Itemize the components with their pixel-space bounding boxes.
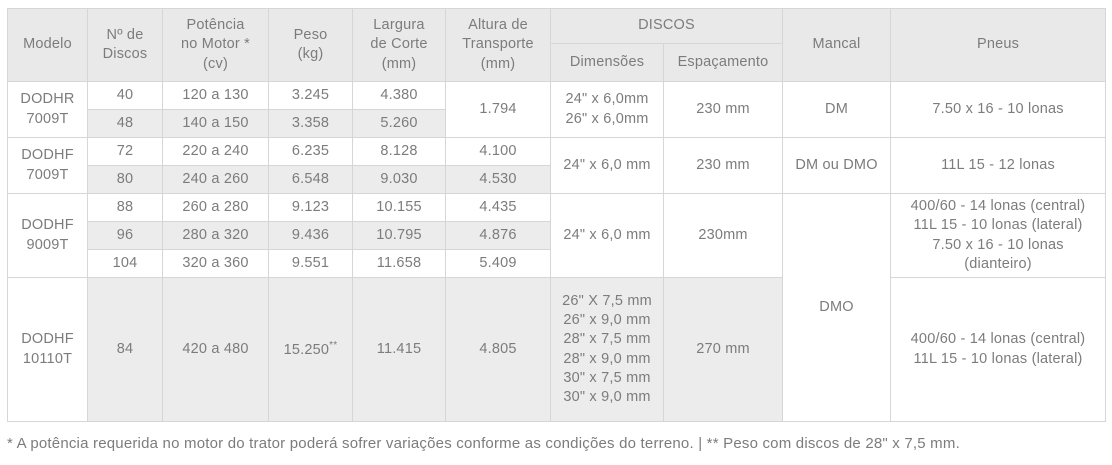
cell-altura: 4.876: [445, 221, 551, 250]
table-row: DODHF 10110T 84 420 a 480 15.250** 11.41…: [7, 277, 1107, 422]
cell-modelo: DODHF 7009T: [7, 137, 88, 194]
cell-pneus: 11L 15 - 12 lonas: [890, 137, 1107, 194]
cell-largura: 9.030: [352, 165, 446, 194]
cell-largura: 10.155: [352, 193, 446, 222]
cell-espacamento: 230mm: [662, 193, 784, 278]
header-potencia: Potência no Motor * (cv): [162, 8, 269, 82]
table-row: DODHF 9009T 88 260 a 280 9.123 10.155 4.…: [7, 193, 1107, 422]
cell-espacamento: 230 mm: [662, 81, 784, 138]
cell-peso: 3.358: [268, 109, 353, 138]
cell-dimensoes: 26" X 7,5 mm 26" x 9,0 mm 28" x 7,5 mm 2…: [550, 277, 664, 422]
cell-peso: 9.551: [268, 249, 353, 278]
cell-largura: 4.380: [352, 81, 446, 110]
cell-num-discos: 88: [87, 193, 163, 222]
cell-num-discos: 96: [87, 221, 163, 250]
cell-altura: 4.100: [445, 137, 551, 166]
footnote: * A potência requerida no motor do trato…: [7, 435, 960, 452]
header-discos-group: DISCOS: [549, 8, 784, 44]
cell-modelo: DODHF 9009T: [7, 193, 88, 278]
header-espacamento: Espaçamento: [662, 43, 784, 82]
cell-potencia: 320 a 360: [162, 249, 269, 278]
table-row: 96 280 a 320 9.436 10.795 4.876: [8, 221, 1106, 250]
header-peso: Peso (kg): [268, 8, 353, 82]
table-row: DODHF 7009T 72 220 a 240 6.235 8.128 4.1…: [7, 137, 1107, 194]
table-row: 80 240 a 260 6.548 9.030 4.530: [8, 165, 1106, 194]
cell-espacamento: 270 mm: [662, 277, 784, 422]
table-row: DODHR 7009T 40 120 a 130 3.245 4.380 1.7…: [7, 81, 1107, 138]
cell-pneus: 7.50 x 16 - 10 lonas: [890, 81, 1107, 138]
cell-espacamento: 230 mm: [662, 137, 784, 194]
cell-dimensoes: 24" x 6,0mm 26" x 6,0mm: [550, 81, 664, 138]
cell-altura: 5.409: [445, 249, 551, 278]
table-row: 104 320 a 360 9.551 11.658 5.409: [8, 249, 1106, 278]
peso-footnote-marker: **: [329, 340, 338, 352]
peso-value: 15.250: [283, 341, 330, 358]
cell-modelo: DODHR 7009T: [7, 81, 88, 138]
cell-pneus: 400/60 - 14 lonas (central) 11L 15 - 10 …: [890, 277, 1107, 422]
cell-largura: 11.415: [352, 277, 446, 422]
cell-num-discos: 104: [87, 249, 163, 278]
cell-mancal: DM ou DMO: [782, 137, 892, 194]
cell-altura: 1.794: [445, 81, 551, 138]
header-mancal: Mancal: [782, 8, 892, 82]
cell-potencia: 420 a 480: [162, 277, 269, 422]
cell-pneus: 400/60 - 14 lonas (central) 11L 15 - 10 …: [890, 193, 1107, 278]
header-altura: Altura de Transporte (mm): [445, 8, 551, 82]
header-pneus: Pneus: [890, 8, 1107, 82]
cell-largura: 11.658: [352, 249, 446, 278]
cell-mancal: DM: [782, 81, 892, 138]
cell-potencia: 140 a 150: [162, 109, 269, 138]
cell-altura: 4.530: [445, 165, 551, 194]
cell-altura: 4.805: [445, 277, 551, 422]
cell-peso: 3.245: [268, 81, 353, 110]
cell-largura: 8.128: [352, 137, 446, 166]
cell-peso: 6.235: [268, 137, 353, 166]
cell-num-discos: 40: [87, 81, 163, 110]
cell-num-discos: 48: [87, 109, 163, 138]
spec-table: Modelo Nº de Discos Potência no Motor * …: [7, 8, 1107, 422]
cell-potencia: 260 a 280: [162, 193, 269, 222]
cell-peso: 9.123: [268, 193, 353, 222]
cell-potencia: 240 a 260: [162, 165, 269, 194]
cell-potencia: 220 a 240: [162, 137, 269, 166]
table-row: 48 140 a 150 3.358 5.260: [8, 109, 1106, 138]
header-largura: Largura de Corte (mm): [352, 8, 446, 82]
cell-dimensoes: 24" x 6,0 mm: [550, 193, 664, 278]
header-num-discos: Nº de Discos: [87, 8, 163, 82]
cell-altura: 4.435: [445, 193, 551, 222]
cell-potencia: 120 a 130: [162, 81, 269, 110]
cell-peso: 6.548: [268, 165, 353, 194]
cell-num-discos: 84: [87, 277, 163, 422]
cell-num-discos: 72: [87, 137, 163, 166]
cell-largura: 10.795: [352, 221, 446, 250]
header-modelo: Modelo: [7, 8, 88, 82]
cell-dimensoes: 24" x 6,0 mm: [550, 137, 664, 194]
cell-peso: 9.436: [268, 221, 353, 250]
cell-largura: 5.260: [352, 109, 446, 138]
cell-potencia: 280 a 320: [162, 221, 269, 250]
cell-num-discos: 80: [87, 165, 163, 194]
header-dimensoes: Dimensões: [550, 43, 664, 82]
cell-modelo: DODHF 10110T: [7, 277, 88, 422]
cell-peso: 15.250**: [268, 277, 353, 422]
cell-mancal: DMO: [782, 193, 892, 422]
